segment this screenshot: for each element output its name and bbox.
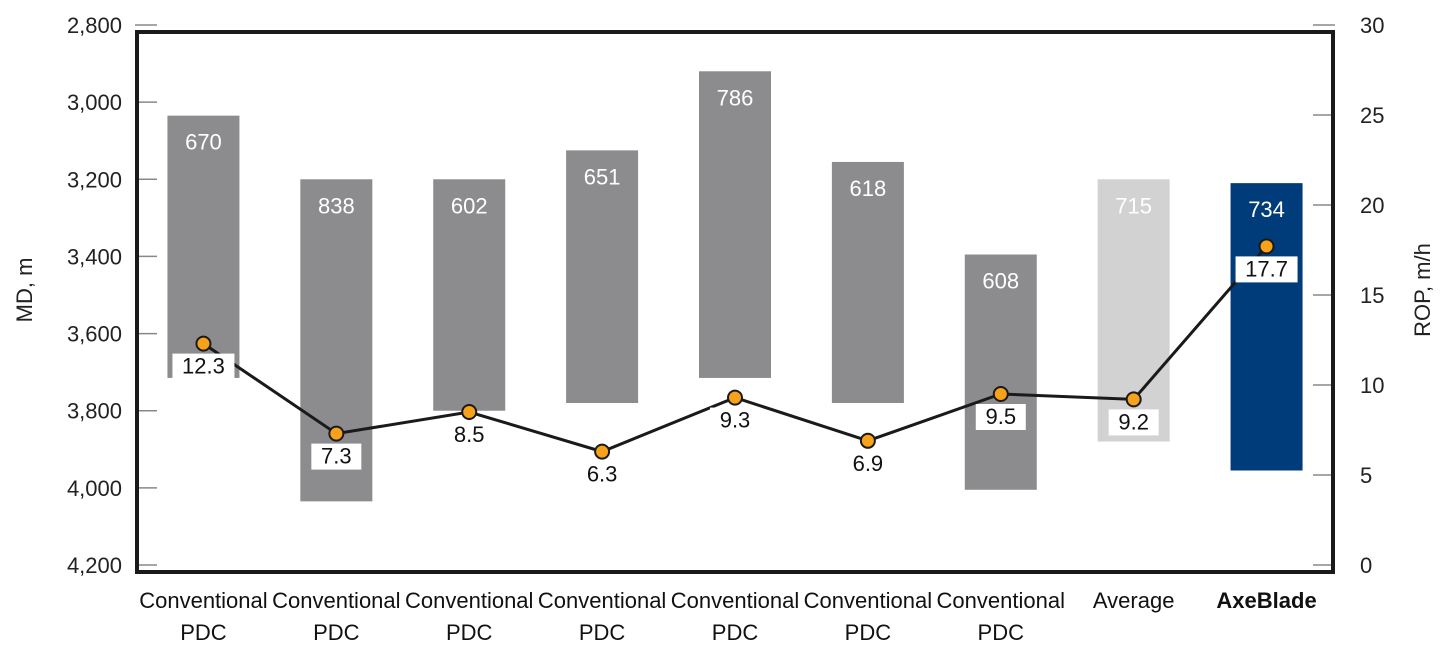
y-tick-label: 4,000 [67,476,122,501]
rop-value-label: 9.5 [985,404,1016,429]
md-interval-bar [433,179,506,411]
y2-tick-label: 10 [1360,373,1384,398]
y2-tick-label: 0 [1360,553,1372,578]
y2-tick-label: 15 [1360,283,1384,308]
md-interval-bar [1230,183,1303,471]
category-label: Conventional [538,588,666,613]
rop-marker [328,425,345,442]
rop-marker [195,335,212,352]
category-label: Conventional [405,588,533,613]
y-tick-label: 3,600 [67,322,122,347]
md-interval-bar [699,71,771,378]
right-axis: 0 5 10 15 20 25 30 [1313,13,1384,578]
rop-series: 12.3 7.3 8.5 6.3 9.3 6.9 9.5 9.2 17.7 [172,238,1298,488]
rop-label-bg [975,404,1026,430]
left-axis: 2,800 3,000 3,200 3,400 3,600 3,800 4,000 4,200 [67,13,157,578]
rop-label-bg [444,422,495,448]
rop-marker [1258,238,1275,255]
category-label: AxeBlade [1216,588,1316,613]
category-label: Conventional [139,588,267,613]
y2-axis-title: ROP, m/h [1410,243,1435,337]
rop-label-bg [311,443,362,470]
y2-tick-label: 25 [1360,103,1384,128]
rop-marker [859,432,876,449]
rop-label-bg [1108,409,1159,436]
y-tick-label: 2,800 [67,13,122,38]
y-tick-label: 3,200 [67,167,122,192]
bar-value-label: 786 [717,85,754,110]
bar-value-label: 734 [1248,197,1285,222]
y2-tick-label: 30 [1360,13,1384,38]
y-tick-label: 3,400 [67,244,122,269]
rop-marker [594,443,611,460]
category-label: PDC [180,620,227,645]
rop-marker [727,389,743,406]
category-label: Conventional [671,588,799,613]
category-label: PDC [446,620,493,645]
bar-value-label: 651 [584,164,621,189]
md-interval-bar [831,161,904,403]
bar-value-label: 715 [1115,193,1152,218]
rop-marker [1125,391,1142,408]
bar-value-label: 602 [451,193,488,218]
bar-value-label: 618 [850,176,887,201]
category-label: PDC [845,620,892,645]
rop-label-bg [842,450,893,477]
rop-label-bg [1235,256,1298,283]
y-tick-label: 3,800 [67,399,122,424]
category-label: Average [1093,588,1175,613]
rop-label-bg [710,407,760,434]
bar-value-label: 838 [318,193,355,218]
rop-label-bg [172,353,235,380]
category-label: PDC [313,620,360,645]
bar-value-label: 670 [185,130,222,155]
bar-value-label: 608 [982,269,1019,294]
category-label: Conventional [937,588,1065,613]
y2-tick-label: 5 [1360,463,1372,488]
y-axis-title: MD, m [12,258,37,323]
rop-value-label: 8.5 [454,422,485,447]
category-axis: Conventional PDC Conventional PDC Convention… [139,588,1316,645]
rop-value-label: 6.3 [587,462,618,487]
plot-frame [135,30,1335,574]
rop-value-label: 12.3 [182,354,225,379]
y-tick-label: 3,000 [67,90,122,115]
category-label: PDC [712,620,759,645]
md-interval-bar [964,254,1037,490]
md-interval-bar [566,150,639,403]
rop-value-label: 9.3 [720,408,751,433]
rop-value-label: 17.7 [1245,256,1288,281]
category-label: PDC [978,620,1025,645]
rop-value-label: 7.3 [321,444,352,469]
rop-label-bg [577,461,628,488]
y-tick-label: 4,200 [67,553,122,578]
rop-marker [461,404,478,420]
md-interval-bar [167,115,240,378]
category-label: Conventional [804,588,932,613]
rop-value-label: 9.2 [1118,409,1149,434]
y2-tick-label: 20 [1360,193,1384,218]
rop-marker [992,386,1009,402]
category-label: PDC [579,620,626,645]
rop-value-label: 6.9 [853,451,884,476]
category-label: Conventional [272,588,400,613]
